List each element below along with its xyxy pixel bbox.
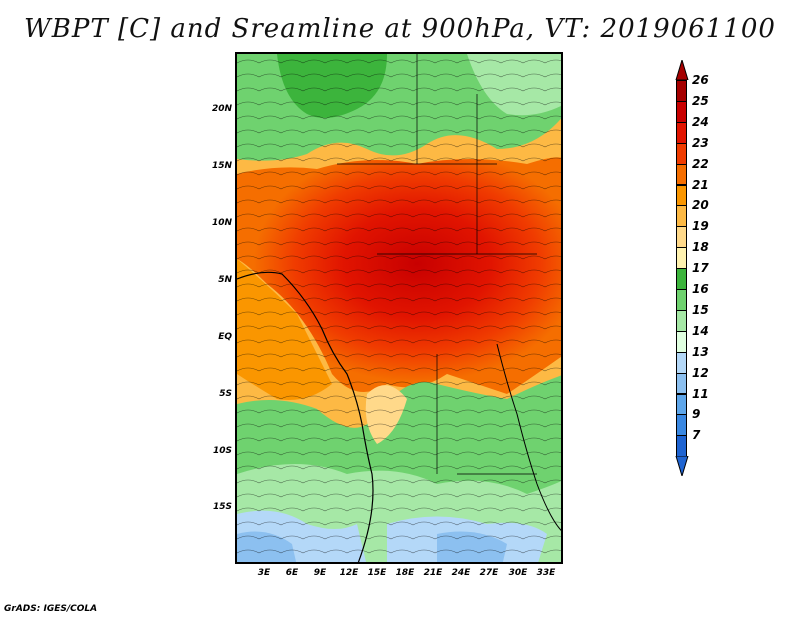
lon-label-3e: 3E xyxy=(257,568,271,578)
lon-label-15e: 15E xyxy=(367,568,387,578)
colorbar-top-arrow xyxy=(675,60,689,80)
colorbar-swatch xyxy=(676,435,687,458)
colorbar-swatch xyxy=(676,330,687,353)
lat-label-15n: 15N xyxy=(211,161,232,171)
lon-label-6e: 6E xyxy=(285,568,299,578)
lat-label-15s: 15S xyxy=(212,502,232,512)
lat-label-5s: 5S xyxy=(219,389,232,399)
lon-label-27e: 27E xyxy=(479,568,499,578)
footer-credit: GrADS: IGES/COLA xyxy=(4,604,98,614)
colorbar-bottom-arrow xyxy=(675,456,689,477)
map-field xyxy=(237,54,561,562)
colorbar-swatch xyxy=(676,351,687,374)
colorbar-label: 7 xyxy=(692,428,701,443)
colorbar-label: 24 xyxy=(692,114,709,129)
colorbar-label: 15 xyxy=(692,302,709,317)
lon-label-33e: 33E xyxy=(536,568,556,578)
lat-label-10s: 10S xyxy=(212,446,232,456)
colorbar-swatch xyxy=(676,100,687,123)
lon-label-24e: 24E xyxy=(451,568,471,578)
colorbar-label: 19 xyxy=(692,219,709,234)
colorbar-label: 25 xyxy=(692,93,709,108)
lon-label-12e: 12E xyxy=(339,568,359,578)
lat-label-eq: EQ xyxy=(218,332,232,342)
colorbar-label: 21 xyxy=(692,177,709,192)
colorbar-swatch xyxy=(676,205,687,228)
lat-label-5n: 5N xyxy=(218,275,232,285)
lat-label-20n: 20N xyxy=(211,104,232,114)
colorbar-label: 16 xyxy=(692,282,709,296)
colorbar-swatch xyxy=(676,309,687,332)
colorbar-swatch xyxy=(676,393,687,416)
map-panel xyxy=(235,52,563,564)
lon-label-9e: 9E xyxy=(313,568,327,578)
colorbar-swatch xyxy=(676,163,687,186)
colorbar-label: 14 xyxy=(692,323,709,338)
colorbar-swatch xyxy=(676,226,687,249)
lon-label-30e: 30E xyxy=(508,568,528,578)
lon-label-21e: 21E xyxy=(423,568,443,578)
colorbar-label: 9 xyxy=(692,407,701,422)
colorbar-label: 12 xyxy=(692,365,709,380)
colorbar-swatch xyxy=(676,184,687,207)
colorbar-label: 11 xyxy=(692,386,709,401)
colorbar-swatch xyxy=(676,80,687,102)
colorbar-label: 22 xyxy=(692,156,709,171)
colorbar-label: 17 xyxy=(692,261,709,276)
lat-label-10n: 10N xyxy=(211,218,232,228)
colorbar-swatch xyxy=(676,142,687,165)
colorbar-label: 13 xyxy=(692,344,709,359)
colorbar-label: 26 xyxy=(692,73,709,87)
colorbar-label: 23 xyxy=(692,135,709,150)
colorbar-swatch xyxy=(676,414,687,437)
colorbar-swatch xyxy=(676,121,687,144)
colorbar-label: 20 xyxy=(692,198,709,213)
colorbar-swatch xyxy=(676,247,687,270)
colorbar-label: 18 xyxy=(692,240,709,255)
lon-label-18e: 18E xyxy=(395,568,415,578)
colorbar-swatch xyxy=(676,268,687,290)
colorbar-swatch xyxy=(676,372,687,395)
map-title: WBPT [C] and Sreamline at 900hPa, VT: 20… xyxy=(24,14,776,44)
colorbar-swatch xyxy=(676,289,687,311)
